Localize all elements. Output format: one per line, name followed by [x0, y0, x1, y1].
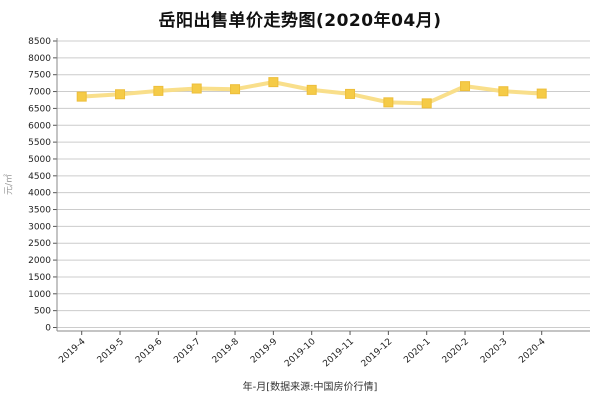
- x-tick-label: 2019-4: [57, 337, 88, 366]
- x-axis-label: 年-月[数据来源:中国房价行情]: [242, 382, 378, 393]
- y-tick-label: 7000: [28, 88, 51, 98]
- data-point-marker: [191, 83, 202, 94]
- x-tick-label: 2019-12: [360, 337, 395, 370]
- x-tick-label: 2020-3: [479, 337, 509, 366]
- y-tick-label: 4500: [28, 172, 51, 182]
- data-point-marker: [383, 97, 394, 108]
- data-point-marker: [498, 86, 509, 97]
- x-tick-label: 2019-10: [283, 337, 318, 370]
- x-tick-label: 2019-7: [172, 337, 202, 366]
- y-tick-label: 5500: [28, 138, 51, 148]
- x-tick-label: 2019-9: [249, 337, 280, 366]
- x-tick-label: 2019-11: [321, 337, 356, 370]
- x-tick-label: 2019-5: [96, 337, 126, 366]
- data-point-marker: [421, 98, 432, 109]
- data-point-marker: [345, 88, 356, 99]
- x-tick-label: 2019-8: [211, 337, 242, 366]
- y-tick-label: 7500: [28, 71, 51, 81]
- y-tick-label: 6500: [28, 104, 51, 114]
- data-point-marker: [115, 89, 126, 100]
- y-tick-label: 8000: [28, 54, 51, 64]
- y-tick-label: 3000: [28, 222, 51, 232]
- y-tick-label: 0: [45, 324, 51, 334]
- data-point-marker: [306, 84, 317, 95]
- x-tick-label: 2020-1: [402, 337, 432, 366]
- y-tick-label: 8500: [28, 37, 51, 47]
- y-tick-label: 4000: [28, 189, 51, 199]
- data-point-marker: [76, 91, 87, 102]
- y-tick-label: 6000: [28, 121, 51, 131]
- x-tick-label: 2020-2: [441, 337, 471, 366]
- data-point-marker: [230, 84, 241, 95]
- data-point-marker: [460, 81, 471, 92]
- data-point-marker: [153, 85, 164, 96]
- y-tick-label: 5000: [28, 155, 51, 165]
- x-tick-label: 2019-6: [134, 337, 165, 366]
- x-tick-label: 2020-4: [517, 337, 548, 366]
- y-tick-label: 1500: [28, 273, 51, 283]
- y-tick-label: 500: [34, 307, 51, 317]
- y-tick-label: 2000: [28, 256, 51, 266]
- data-point-marker: [536, 88, 547, 99]
- y-tick-label: 1000: [28, 290, 51, 300]
- y-tick-label: 2500: [28, 239, 51, 249]
- data-point-marker: [268, 77, 279, 88]
- y-tick-label: 3500: [28, 206, 51, 216]
- chart-title: 岳阳出售单价走势图(2020年04月): [158, 11, 442, 31]
